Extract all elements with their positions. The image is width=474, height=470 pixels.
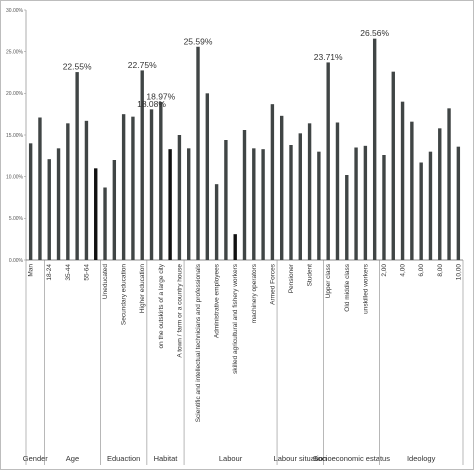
x-tick-label: machinery operators (251, 263, 258, 323)
group-label: Gender (23, 454, 49, 463)
bar (279, 115, 284, 260)
bar (354, 147, 358, 260)
x-tick-label: 4,00 (400, 264, 407, 277)
x-tick-label: unskilled workers (362, 263, 369, 314)
x-tick-label: Man (28, 264, 35, 277)
y-tick-label: 25.00% (6, 49, 24, 55)
bar (438, 128, 442, 260)
x-tick-label: skilled agricultural and fishery workers (232, 263, 239, 374)
y-tick-label: 30.00% (6, 8, 24, 14)
bar (410, 121, 414, 260)
bar (270, 104, 275, 260)
x-tick-label: Administrative employees (214, 263, 221, 338)
bar (177, 135, 182, 260)
x-tick-label: Higher education (139, 264, 146, 314)
bar (131, 116, 135, 260)
bar (345, 175, 349, 260)
bar (289, 145, 293, 260)
bar (149, 109, 154, 260)
bar (298, 133, 302, 260)
x-tick-label: Armed Forces (269, 263, 276, 305)
group-label: Eduaction (107, 454, 140, 463)
bar (400, 101, 405, 260)
bar (391, 71, 395, 260)
bar (224, 140, 228, 260)
bar (28, 143, 33, 260)
bar (317, 151, 321, 260)
y-tick-label: 15.00% (6, 133, 24, 139)
bar (168, 149, 172, 260)
x-tick-label: 6,00 (418, 264, 425, 277)
group-label: Socioeconomic estatus (313, 454, 390, 463)
data-label: 18.08% (137, 99, 166, 109)
data-label: 22.55% (63, 62, 92, 72)
y-tick-label: 5.00% (9, 216, 24, 222)
x-tick-label: Secundary education (121, 264, 128, 325)
bar (121, 114, 126, 260)
bar (103, 187, 107, 260)
bar (242, 130, 247, 260)
data-label: 18.97% (146, 91, 175, 101)
x-tick-label: Scientific and intellectual technicians … (195, 263, 202, 422)
y-tick-label: 10.00% (6, 174, 24, 180)
data-label: 22.75% (128, 60, 157, 70)
data-label: 25.59% (184, 36, 213, 46)
bar (363, 145, 368, 260)
y-tick-label: 0.00% (9, 258, 24, 264)
bar (214, 184, 219, 260)
bar (372, 38, 377, 260)
bar (419, 162, 423, 260)
x-tick-label: on the outskirts of a large city (158, 263, 165, 348)
bar (56, 148, 61, 260)
bar (75, 72, 79, 260)
bar (456, 146, 461, 260)
bar (205, 93, 210, 260)
bar (187, 148, 191, 260)
x-tick-label: Old middle class (344, 263, 351, 311)
bar (326, 62, 330, 260)
x-tick-label: 55-64 (83, 264, 90, 281)
bar (112, 160, 117, 260)
x-tick-label: 35-44 (65, 264, 72, 281)
bar (261, 149, 265, 260)
bar (159, 101, 163, 260)
group-label: Labour (219, 454, 243, 463)
bar (94, 168, 98, 260)
bar (233, 234, 237, 260)
bar (140, 70, 144, 260)
data-label: 26.56% (360, 28, 389, 38)
bar (335, 122, 340, 260)
x-tick-label: A town / farm or a country house (176, 264, 183, 358)
group-label: Habitat (154, 454, 179, 463)
bar (428, 151, 433, 260)
bar (382, 155, 386, 260)
bar (252, 148, 256, 260)
bar (447, 108, 451, 260)
x-tick-label: 8,00 (437, 264, 444, 277)
bar (307, 123, 312, 260)
x-tick-label: 10,00 (455, 264, 462, 281)
bar (196, 46, 200, 260)
x-tick-label: 2,00 (381, 264, 388, 277)
bar (47, 159, 51, 260)
bar (38, 117, 42, 260)
group-label: Labour situation (274, 454, 327, 463)
x-tick-label: Pensioner (288, 263, 295, 293)
group-label: Age (66, 454, 79, 463)
x-tick-label: 18-24 (46, 264, 53, 281)
y-tick-label: 20.00% (6, 91, 24, 97)
data-label: 23.71% (314, 52, 343, 62)
x-tick-label: Upper class (325, 263, 332, 298)
group-label: Ideology (407, 454, 436, 463)
bar (84, 120, 89, 260)
bar (66, 123, 70, 260)
x-tick-label: Uneducated (102, 264, 109, 299)
x-tick-label: Student (307, 264, 314, 287)
